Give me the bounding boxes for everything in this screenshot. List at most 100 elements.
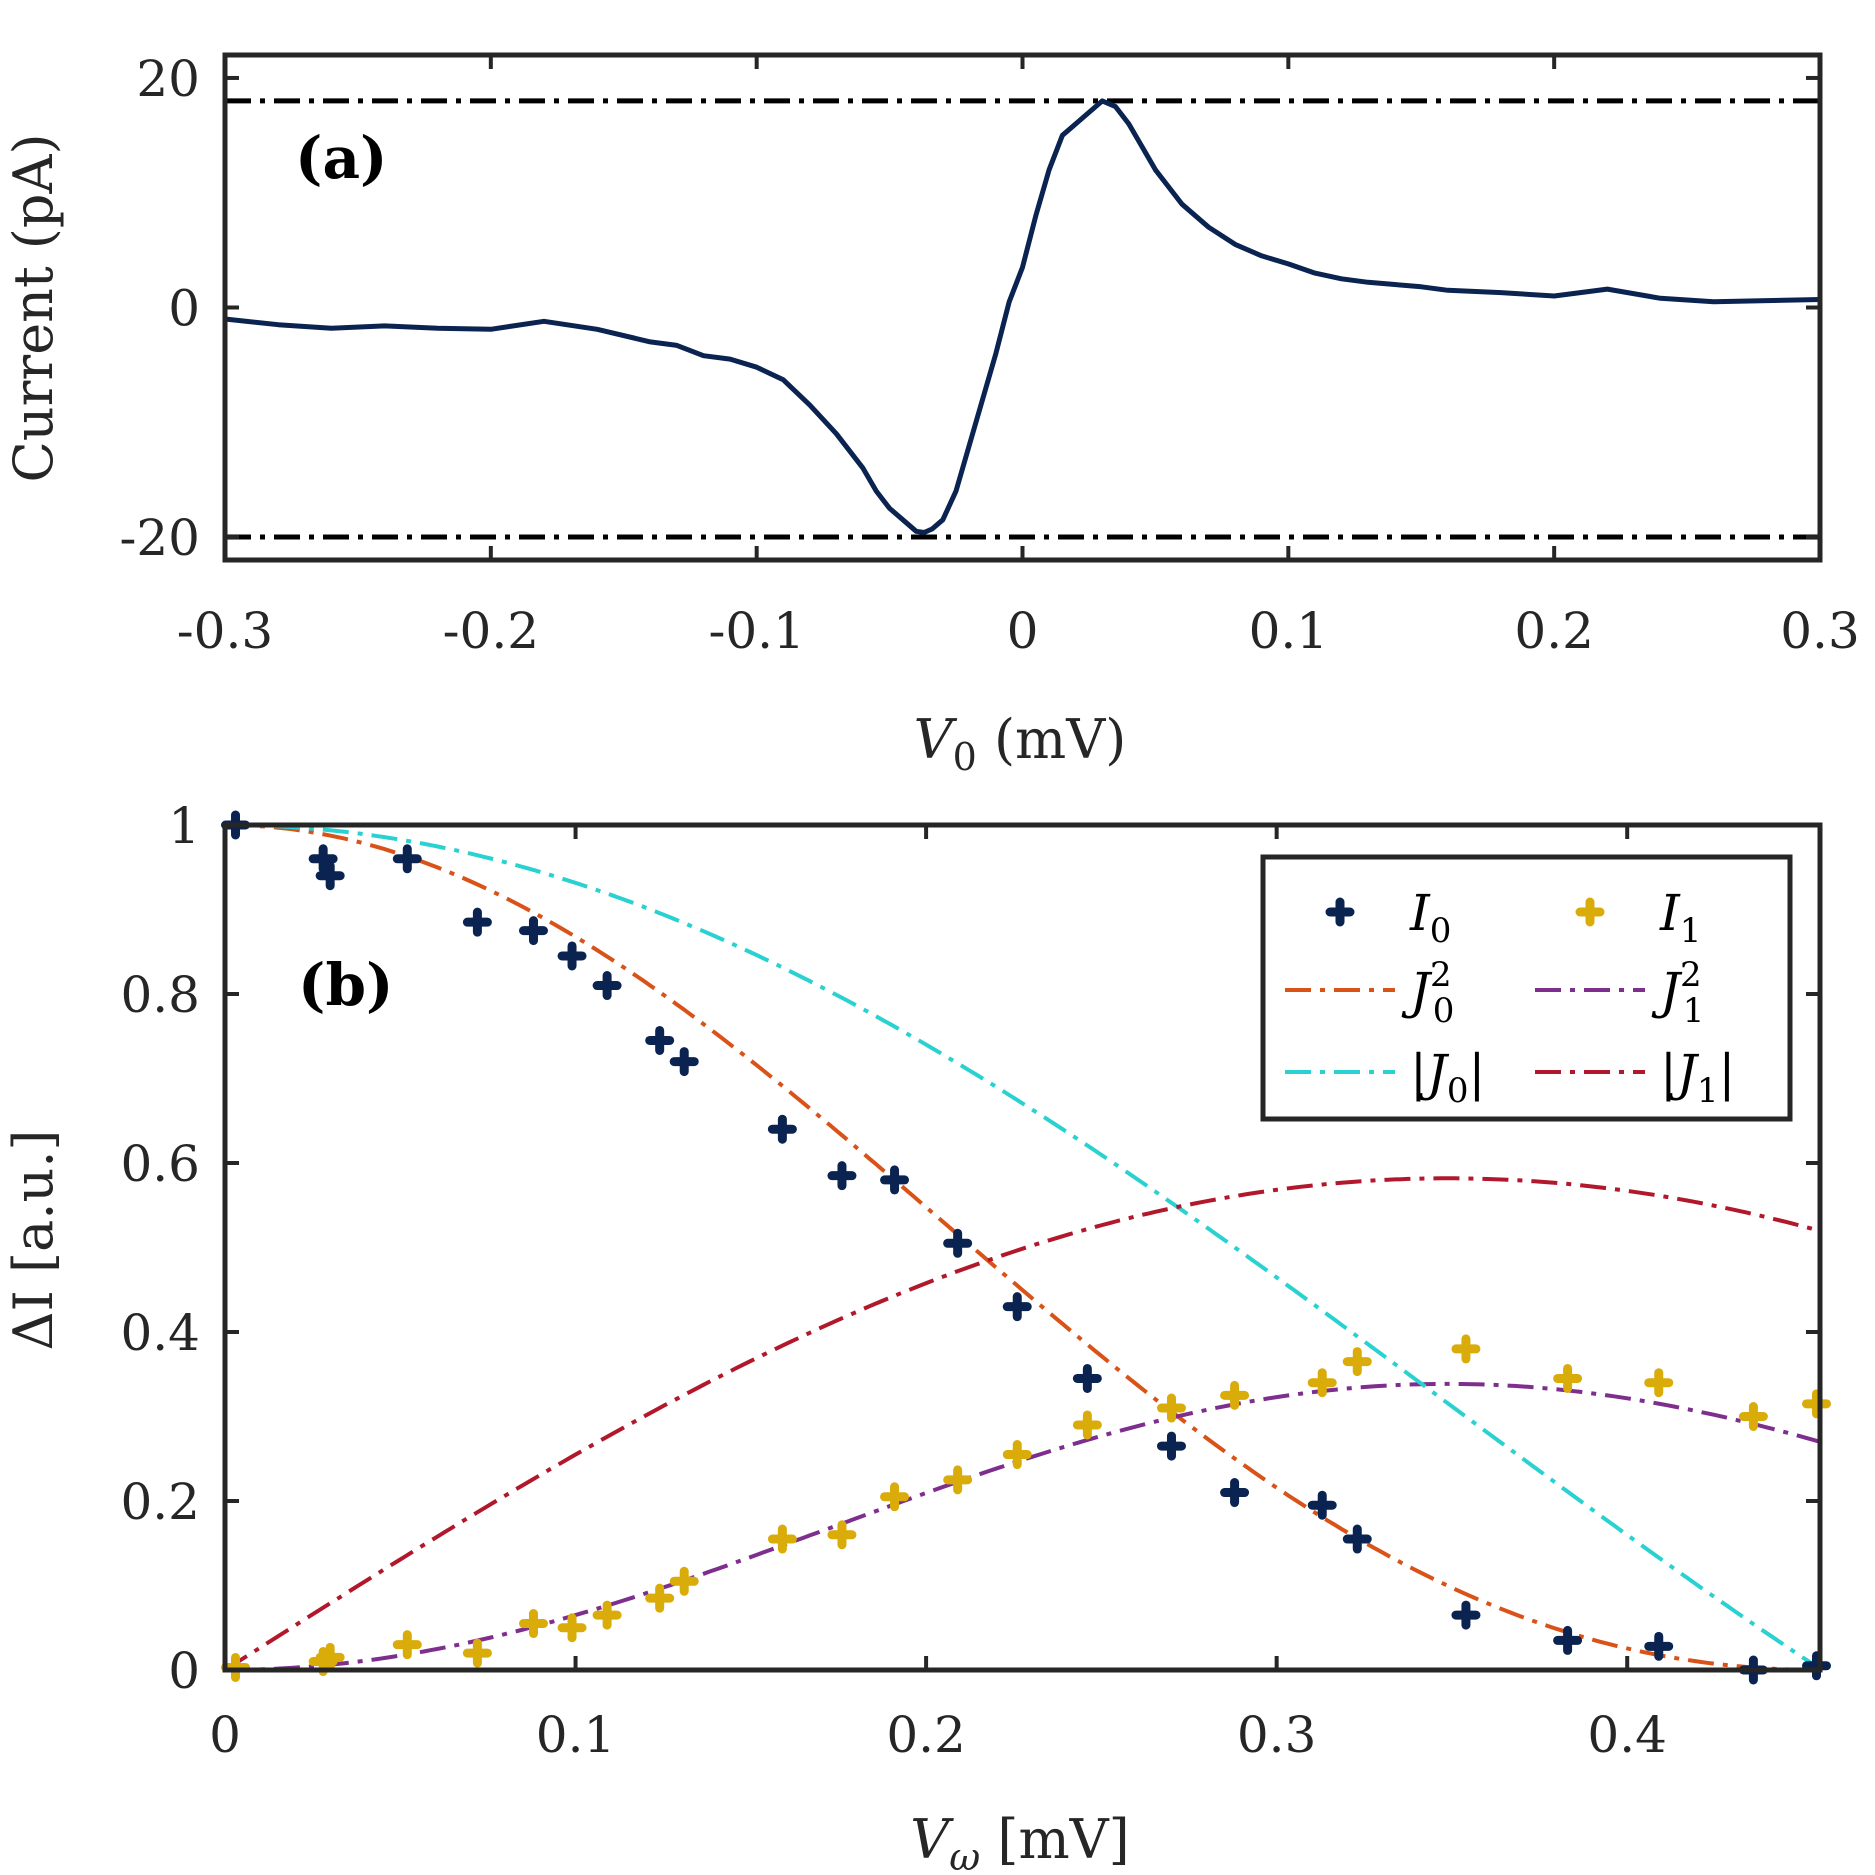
panel-b-point-i1 bbox=[1801, 1389, 1831, 1419]
panel-a-x-tick-label: 0.2 bbox=[1514, 602, 1594, 660]
panel-b-point-i0 bbox=[557, 941, 587, 971]
panel-b-point-i1 bbox=[767, 1524, 797, 1554]
panel-b-point-i1 bbox=[1553, 1363, 1583, 1393]
panel-b-curve-j12 bbox=[225, 1381, 1821, 1672]
panel-b-point-i1 bbox=[221, 1652, 251, 1682]
panel-b-y-tick-label: 0.4 bbox=[120, 1304, 200, 1362]
panel-b-y-tick-label: 0.6 bbox=[120, 1135, 200, 1193]
panel-b-label: (b) bbox=[298, 951, 393, 1019]
panel-b-point-i0 bbox=[1220, 1478, 1250, 1508]
panel-b-point-i0 bbox=[1072, 1363, 1102, 1393]
panel-a-x-tick-label: -0.1 bbox=[708, 602, 804, 660]
panel-b-point-i1 bbox=[1342, 1347, 1372, 1377]
panel-a-label: (a) bbox=[295, 124, 387, 192]
panel-b: 0 0.1 0.2 0.3 0.4 0 0.2 0.4 0.6 0.8 1 (b) ΔI [a.u… bbox=[2, 797, 1831, 1875]
legend-label-i0: I0 bbox=[1409, 884, 1451, 951]
panel-b-point-i1 bbox=[1451, 1334, 1481, 1364]
panel-b-y-axis-title: ΔI [a.u.] bbox=[2, 1130, 65, 1351]
panel-a-x-tick-label: 0.1 bbox=[1249, 602, 1329, 660]
panel-b-point-i0 bbox=[1342, 1524, 1372, 1554]
panel-b-x-tick-label: 0.1 bbox=[536, 1706, 616, 1764]
panel-b-point-i0 bbox=[1156, 1431, 1186, 1461]
panel-b-y-tick-label: 1 bbox=[168, 797, 200, 855]
panel-b-x-axis-subscript: ω bbox=[949, 1835, 980, 1875]
legend-label-j0: |J0| bbox=[1410, 1044, 1485, 1111]
panel-b-curve-j02 bbox=[225, 823, 1820, 1672]
panel-b-point-i1 bbox=[1644, 1368, 1674, 1398]
panel-b-point-i0 bbox=[645, 1025, 675, 1055]
panel-b-point-i0 bbox=[1002, 1292, 1032, 1322]
panel-a-x-ticks: -0.3 -0.2 -0.1 0 0.1 0.2 0.3 bbox=[177, 55, 1860, 660]
panel-b-x-tick-label: 0.3 bbox=[1237, 1706, 1317, 1764]
legend-label-i1: I1 bbox=[1659, 884, 1701, 951]
panel-b-point-i0 bbox=[669, 1047, 699, 1077]
panel-b-point-i1 bbox=[669, 1566, 699, 1596]
panel-a-frame bbox=[222, 52, 1823, 563]
panel-b-y-tick-label: 0 bbox=[168, 1642, 200, 1700]
panel-a-current-line bbox=[224, 98, 1821, 535]
legend-marker-i0 bbox=[1325, 897, 1355, 927]
panel-b-y-axis-title-text: ΔI [a.u.] bbox=[2, 1130, 65, 1351]
panel-b-point-i1 bbox=[1220, 1380, 1250, 1410]
panel-b-y-ticks: 0 0.2 0.4 0.6 0.8 1 bbox=[120, 797, 1820, 1700]
panel-a-series bbox=[224, 98, 1821, 535]
panel-b-point-i1 bbox=[1307, 1368, 1337, 1398]
panel-b-point-i0 bbox=[880, 1165, 910, 1195]
panel-b-point-i0 bbox=[1553, 1625, 1583, 1655]
panel-b-x-axis-title: Vω [mV] bbox=[910, 1808, 1130, 1875]
panel-b-point-i1 bbox=[557, 1613, 587, 1643]
panel-b-point-i0 bbox=[767, 1114, 797, 1144]
panel-a-x-tick-label: 0 bbox=[1007, 602, 1039, 660]
panel-a-x-tick-label: 0.3 bbox=[1780, 602, 1860, 660]
panel-b-point-i1 bbox=[518, 1609, 548, 1639]
panel-b-curve-j1 bbox=[223, 1176, 1821, 1672]
panel-a-y-axis-title: Current (pA) bbox=[2, 133, 65, 482]
panel-b-x-tick-label: 0.2 bbox=[886, 1706, 966, 1764]
panel-b-point-i0 bbox=[518, 916, 548, 946]
panel-b-point-i1 bbox=[1002, 1440, 1032, 1470]
panel-b-x-tick-label: 0.4 bbox=[1587, 1706, 1667, 1764]
panel-b-point-i1 bbox=[880, 1482, 910, 1512]
legend-marker-i1 bbox=[1575, 897, 1605, 927]
panel-b-y-tick-label: 0.8 bbox=[120, 966, 200, 1024]
panel-a-y-tick-label: 0 bbox=[168, 280, 200, 338]
panel-b-point-i0 bbox=[1801, 1651, 1831, 1681]
panel-b-point-i0 bbox=[592, 971, 622, 1001]
panel-b-x-axis-symbol: V bbox=[910, 1808, 954, 1871]
panel-b-point-i0 bbox=[315, 861, 345, 891]
panel-b-point-i1 bbox=[392, 1630, 422, 1660]
panel-b-point-i1 bbox=[943, 1465, 973, 1495]
panel-b-point-i0 bbox=[462, 907, 492, 937]
legend-label-j1: |J1| bbox=[1660, 1044, 1735, 1111]
panel-a-x-axis-unit: (mV) bbox=[977, 708, 1127, 771]
panel-b-curves bbox=[223, 823, 1822, 1672]
panel-b-point-i0 bbox=[1307, 1490, 1337, 1520]
panel-a-y-ticks: -20 0 20 bbox=[119, 50, 1820, 567]
panel-a-x-axis-symbol: V bbox=[914, 708, 958, 771]
panel-b-point-i0 bbox=[1451, 1600, 1481, 1630]
panel-b-point-i1 bbox=[827, 1520, 857, 1550]
panel-b-markers bbox=[221, 810, 1831, 1685]
panel-b-x-ticks: 0 0.1 0.2 0.3 0.4 bbox=[209, 825, 1667, 1764]
panel-b-point-i1 bbox=[315, 1642, 345, 1672]
panel-b-point-i1 bbox=[1156, 1393, 1186, 1423]
panel-b-point-i0 bbox=[943, 1228, 973, 1258]
panel-b-x-tick-label: 0 bbox=[209, 1706, 241, 1764]
panel-a: -0.3 -0.2 -0.1 0 0.1 0.2 0.3 -20 0 20 (a) Curren… bbox=[2, 50, 1860, 779]
panel-b-point-i0 bbox=[392, 844, 422, 874]
panel-b-point-i1 bbox=[592, 1600, 622, 1630]
panel-b-point-i0 bbox=[1644, 1631, 1674, 1661]
panel-a-x-axis-subscript: 0 bbox=[953, 735, 977, 779]
panel-b-curve-j0 bbox=[225, 823, 1822, 1671]
panel-b-point-i1 bbox=[645, 1583, 675, 1613]
panel-a-x-axis-title: V0 (mV) bbox=[914, 708, 1127, 779]
panel-a-y-tick-label: 20 bbox=[136, 50, 200, 108]
panel-b-frame bbox=[222, 822, 1823, 1673]
panel-b-point-i0 bbox=[827, 1161, 857, 1191]
panel-a-x-tick-label: -0.3 bbox=[177, 602, 273, 660]
panel-a-reference-lines bbox=[225, 98, 1820, 540]
panel-a-y-axis-title-text: Current (pA) bbox=[2, 133, 65, 482]
panel-a-y-tick-label: -20 bbox=[119, 509, 200, 567]
